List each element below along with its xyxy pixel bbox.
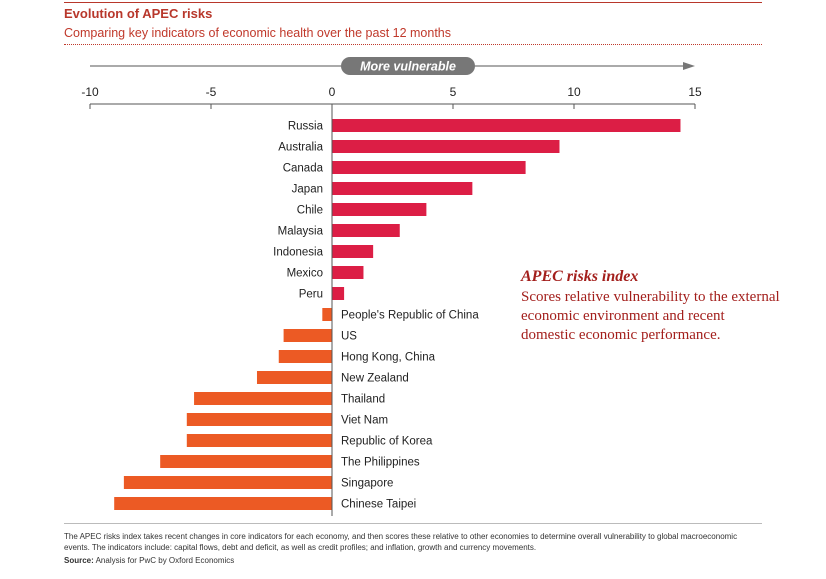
callout-body: Scores relative vulnerability to the ext…: [521, 289, 780, 343]
bar-category-label: Chinese Taipei: [341, 499, 416, 511]
x-tick-label: -10: [81, 85, 99, 99]
bar-category-label: The Philippines: [341, 457, 420, 469]
bar: [256, 371, 332, 384]
bar-category-label: People's Republic of China: [341, 310, 479, 322]
x-tick-label: 0: [329, 85, 336, 99]
bar: [194, 392, 332, 405]
x-tick-label: 5: [450, 85, 457, 99]
bar: [186, 413, 332, 426]
bar: [332, 119, 681, 132]
bar-category-label: Thailand: [341, 394, 385, 406]
bar: [332, 203, 427, 216]
header-top-rule: [64, 2, 762, 3]
axis-banner-pill: [341, 57, 475, 75]
x-tick-label: 15: [688, 85, 702, 99]
axis-arrow-head: [683, 62, 695, 70]
bar-category-label: Singapore: [341, 478, 393, 490]
x-tick-label: 10: [567, 85, 581, 99]
bar-category-label: Russia: [288, 121, 324, 133]
bar: [278, 350, 332, 363]
bar: [283, 329, 332, 342]
footer-rule: [64, 523, 762, 524]
bar-category-label: Malaysia: [278, 226, 324, 238]
callout-box: APEC risks index Scores relative vulnera…: [521, 268, 781, 345]
bar: [114, 497, 332, 510]
bar: [332, 266, 364, 279]
bar-category-label: Republic of Korea: [341, 436, 433, 448]
chart-title: Evolution of APEC risks: [64, 6, 213, 21]
bar: [160, 455, 332, 468]
bar: [322, 308, 332, 321]
source-text: Analysis for PwC by Oxford Economics: [95, 556, 235, 565]
bar-category-label: Canada: [283, 163, 324, 175]
source-label: Source:: [64, 556, 94, 565]
bar: [332, 287, 345, 300]
bar: [332, 182, 473, 195]
footnote: The APEC risks index takes recent change…: [64, 532, 738, 552]
chart-subtitle: Comparing key indicators of economic hea…: [64, 26, 452, 40]
bar-category-label: Australia: [278, 142, 323, 154]
source-line: Source: Analysis for PwC by Oxford Econo…: [64, 556, 234, 565]
bar: [332, 140, 560, 153]
callout-title: APEC risks index: [521, 268, 639, 285]
axis-banner-text: More vulnerable: [360, 60, 456, 74]
bar-category-label: Mexico: [287, 268, 323, 280]
bar-category-label: Hong Kong, China: [341, 352, 436, 364]
bar: [186, 434, 332, 447]
bar-category-label: Japan: [292, 184, 323, 196]
bar: [123, 476, 332, 489]
bar-category-label: Chile: [297, 205, 323, 217]
bar: [332, 224, 400, 237]
header-dotted-rule: [64, 44, 762, 45]
bar-category-label: US: [341, 331, 357, 343]
bar: [332, 245, 374, 258]
bar-category-label: Indonesia: [273, 247, 323, 259]
bar-category-label: Peru: [299, 289, 323, 301]
x-tick-label: -5: [206, 85, 217, 99]
bar-category-label: Viet Nam: [341, 415, 388, 427]
bar-category-label: New Zealand: [341, 373, 409, 385]
bar: [332, 161, 526, 174]
